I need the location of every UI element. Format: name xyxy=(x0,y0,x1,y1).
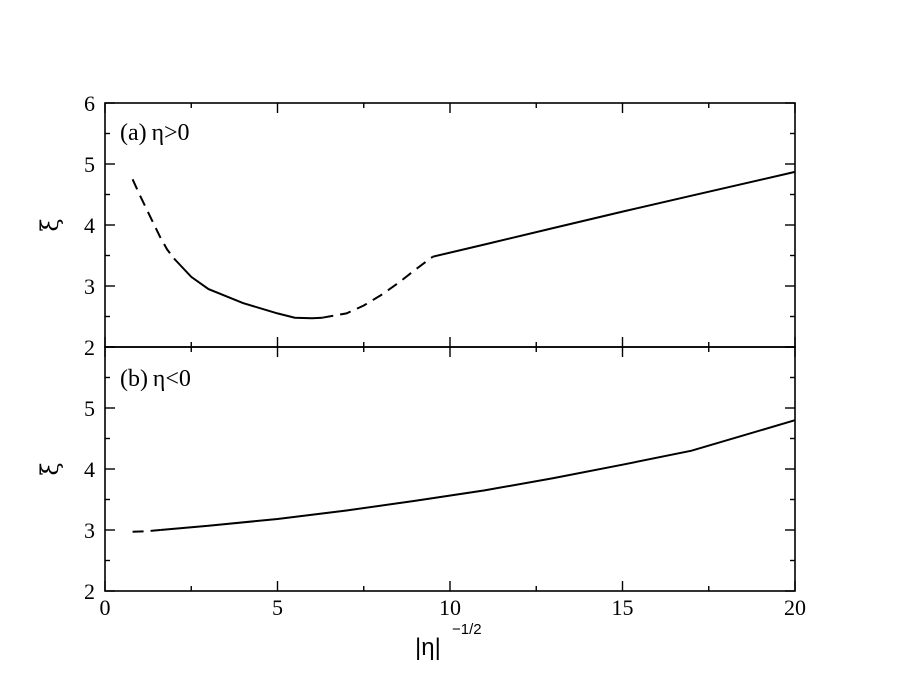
panel-b-label: (b) η<0 xyxy=(120,366,191,392)
panel-a-series xyxy=(131,170,796,320)
panel-a-series-1-line xyxy=(131,178,175,260)
panel-b-ytick-label: 4 xyxy=(84,457,95,482)
panel-b-series-1-line xyxy=(132,529,161,533)
panel-a-plot: 2 3 4 5 6 (a) η>0 ξ xyxy=(36,91,796,360)
x-tick-label: 15 xyxy=(612,595,634,620)
panel-a-series-4-line xyxy=(432,170,796,258)
x-tick-label: 0 xyxy=(100,595,111,620)
panel-b-ytick-label: 3 xyxy=(84,518,95,543)
panel-b-ylabel: ξ xyxy=(36,462,64,475)
panel-a-ylabel: ξ xyxy=(36,218,64,231)
panel-b-ytick-label: 5 xyxy=(84,396,95,421)
panel-b-series-2-line xyxy=(160,419,796,531)
panel-a-ytick-label: 2 xyxy=(84,335,95,360)
x-tick-label: 5 xyxy=(272,595,283,620)
panel-b-series xyxy=(132,419,796,533)
panel-a-frame xyxy=(104,102,796,348)
panel-a-label: (a) η>0 xyxy=(120,120,190,146)
x-axis-tick-labels: 0 5 10 15 20 xyxy=(100,595,807,620)
x-tick-label: 10 xyxy=(439,595,461,620)
panel-a-ytick-label: 5 xyxy=(84,152,95,177)
panel-b-plot: 2 3 4 5 (b) η<0 ξ xyxy=(36,346,796,604)
panel-b-frame xyxy=(104,346,796,592)
panel-a-series-3-line xyxy=(322,255,434,319)
panel-b-ticks: 2 3 4 5 xyxy=(84,346,796,604)
panel-a-ytick-label: 6 xyxy=(84,91,95,116)
panel-a-ytick-label: 4 xyxy=(84,213,95,238)
x-tick-label: 20 xyxy=(784,595,806,620)
panel-b-ytick-label: 2 xyxy=(84,579,95,604)
panel-a-ticks: 2 3 4 5 6 xyxy=(84,91,796,360)
panel-a-series-2-line xyxy=(173,257,323,320)
x-axis-label-exponent: −1/2 xyxy=(452,621,482,638)
x-axis-label: |η| xyxy=(415,634,441,661)
panel-a-ytick-label: 3 xyxy=(84,274,95,299)
